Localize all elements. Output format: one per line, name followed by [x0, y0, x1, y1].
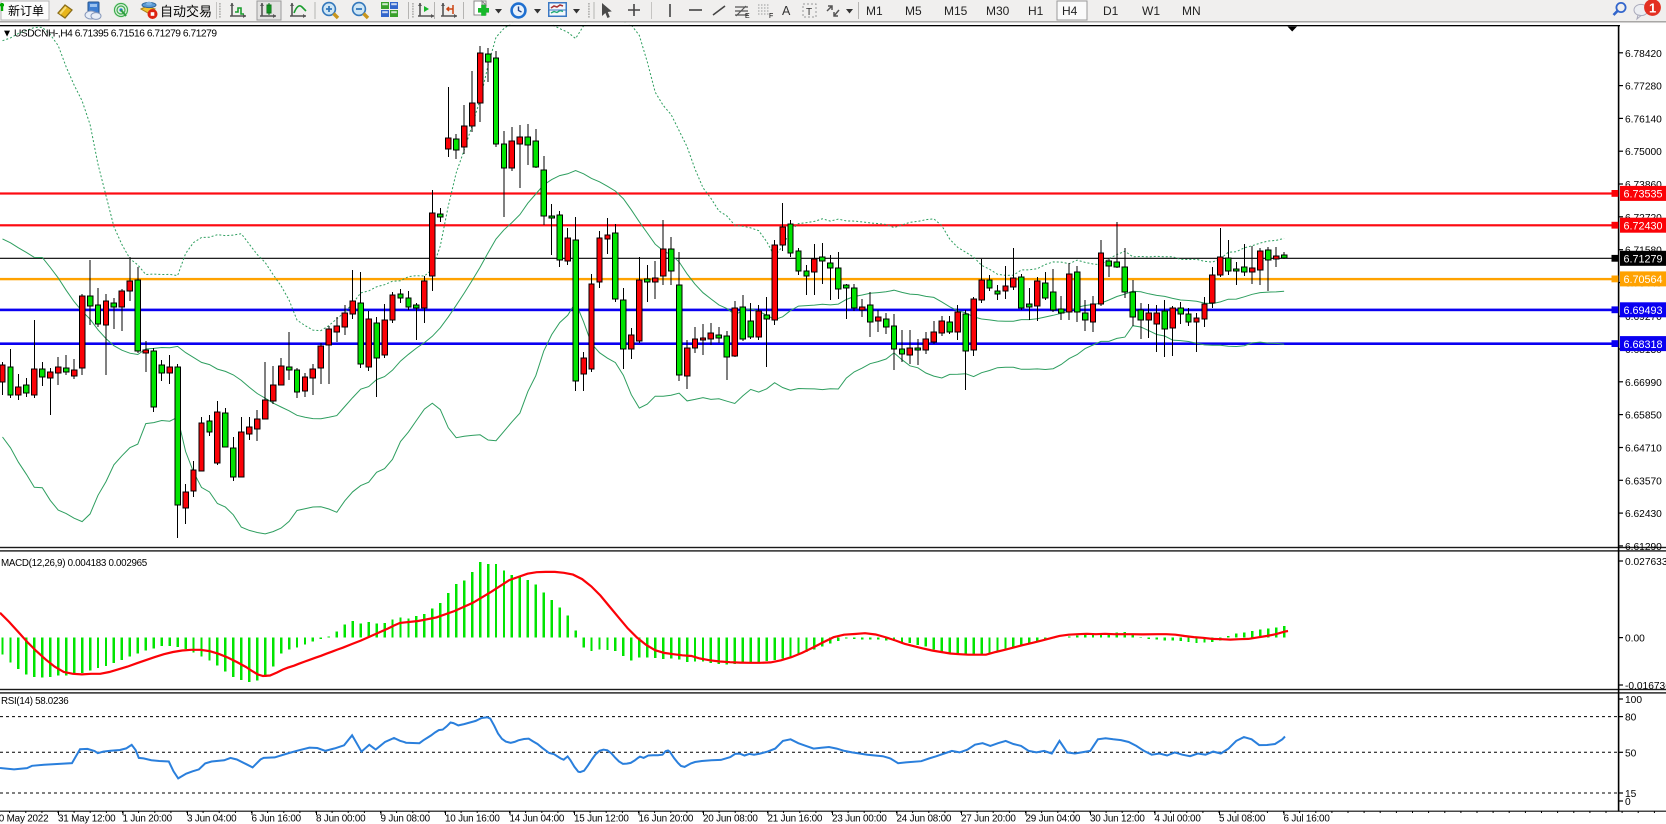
svg-text:A: A — [782, 4, 791, 18]
svg-text:6.69493: 6.69493 — [1624, 305, 1663, 317]
svg-text:27 Jun 20:00: 27 Jun 20:00 — [961, 814, 1016, 824]
svg-text:-0.016736: -0.016736 — [1625, 681, 1666, 692]
svg-text:D1: D1 — [1103, 4, 1119, 18]
svg-text:15: 15 — [1625, 789, 1637, 800]
svg-text:24 Jun 08:00: 24 Jun 08:00 — [897, 814, 952, 824]
svg-text:31 May 12:00: 31 May 12:00 — [58, 814, 116, 824]
svg-text:6.73860: 6.73860 — [1625, 180, 1662, 191]
svg-text:10 Jun 16:00: 10 Jun 16:00 — [445, 814, 500, 824]
svg-text:8 Jun 00:00: 8 Jun 00:00 — [316, 814, 366, 824]
svg-text:14 Jun 04:00: 14 Jun 04:00 — [510, 814, 565, 824]
svg-text:50: 50 — [1625, 748, 1637, 759]
svg-text:1 Jun 20:00: 1 Jun 20:00 — [123, 814, 173, 824]
svg-text:6.77280: 6.77280 — [1625, 82, 1662, 93]
svg-text:6 Jun 16:00: 6 Jun 16:00 — [252, 814, 302, 824]
svg-text:M5: M5 — [905, 4, 922, 18]
svg-text:M1: M1 — [866, 4, 883, 18]
svg-text:MN: MN — [1182, 4, 1201, 18]
svg-text:23 Jun 00:00: 23 Jun 00:00 — [832, 814, 887, 824]
svg-text:6.70564: 6.70564 — [1624, 274, 1663, 286]
svg-text:6.64710: 6.64710 — [1625, 444, 1662, 455]
svg-text:30 Jun 12:00: 30 Jun 12:00 — [1090, 814, 1145, 824]
svg-text:6.71279: 6.71279 — [1624, 254, 1663, 266]
svg-text:6.76140: 6.76140 — [1625, 114, 1662, 125]
svg-text:新订单: 新订单 — [8, 3, 44, 18]
svg-text:0.027633: 0.027633 — [1625, 557, 1666, 568]
svg-text:E: E — [745, 13, 750, 20]
svg-text:0.00: 0.00 — [1625, 634, 1645, 645]
svg-text:15 Jun 12:00: 15 Jun 12:00 — [574, 814, 629, 824]
svg-text:F: F — [769, 13, 773, 20]
svg-text:H4: H4 — [1062, 4, 1078, 18]
svg-text:5 Jul 08:00: 5 Jul 08:00 — [1219, 814, 1266, 824]
svg-text:1: 1 — [1649, 1, 1656, 16]
svg-text:0: 0 — [1625, 797, 1631, 808]
svg-text:6.78420: 6.78420 — [1625, 49, 1662, 60]
svg-text:6.68318: 6.68318 — [1624, 339, 1663, 351]
svg-text:W1: W1 — [1142, 4, 1160, 18]
svg-text:M30: M30 — [986, 4, 1010, 18]
svg-text:RSI(14) 58.0236: RSI(14) 58.0236 — [1, 696, 69, 707]
svg-text:29 Jun 04:00: 29 Jun 04:00 — [1026, 814, 1081, 824]
svg-text:100: 100 — [1625, 695, 1642, 706]
svg-text:6.69270: 6.69270 — [1625, 312, 1662, 323]
svg-text:20 Jun 08:00: 20 Jun 08:00 — [703, 814, 758, 824]
svg-text:6.73535: 6.73535 — [1624, 189, 1663, 201]
svg-text:6.62430: 6.62430 — [1625, 509, 1662, 520]
svg-text:6 Jul 16:00: 6 Jul 16:00 — [1284, 814, 1331, 824]
svg-text:6.61290: 6.61290 — [1625, 542, 1662, 553]
svg-text:H1: H1 — [1028, 4, 1044, 18]
svg-text:6.72430: 6.72430 — [1624, 220, 1663, 232]
svg-text:自动交易: 自动交易 — [160, 4, 212, 19]
svg-text:30 May 2022: 30 May 2022 — [0, 814, 48, 824]
svg-text:▼ USDCNH-,H4 6.71395 6.71516: ▼ USDCNH-,H4 6.71395 6.71516 6.71279 6.7… — [2, 29, 217, 40]
svg-text:4 Jul 00:00: 4 Jul 00:00 — [1155, 814, 1202, 824]
svg-text:9 Jun 08:00: 9 Jun 08:00 — [381, 814, 431, 824]
svg-text:80: 80 — [1625, 713, 1637, 724]
svg-text:6.75000: 6.75000 — [1625, 147, 1662, 158]
svg-text:16 Jun 20:00: 16 Jun 20:00 — [639, 814, 694, 824]
svg-text:M15: M15 — [944, 4, 968, 18]
svg-text:MACD(12,26,9) 0.004183 0.00296: MACD(12,26,9) 0.004183 0.002965 — [1, 558, 148, 569]
svg-text:6.65850: 6.65850 — [1625, 411, 1662, 422]
svg-text:T: T — [806, 7, 812, 18]
svg-text:21 Jun 16:00: 21 Jun 16:00 — [768, 814, 823, 824]
svg-text:6.66990: 6.66990 — [1625, 378, 1662, 389]
svg-text:3 Jun 04:00: 3 Jun 04:00 — [187, 814, 237, 824]
svg-text:6.63570: 6.63570 — [1625, 476, 1662, 487]
